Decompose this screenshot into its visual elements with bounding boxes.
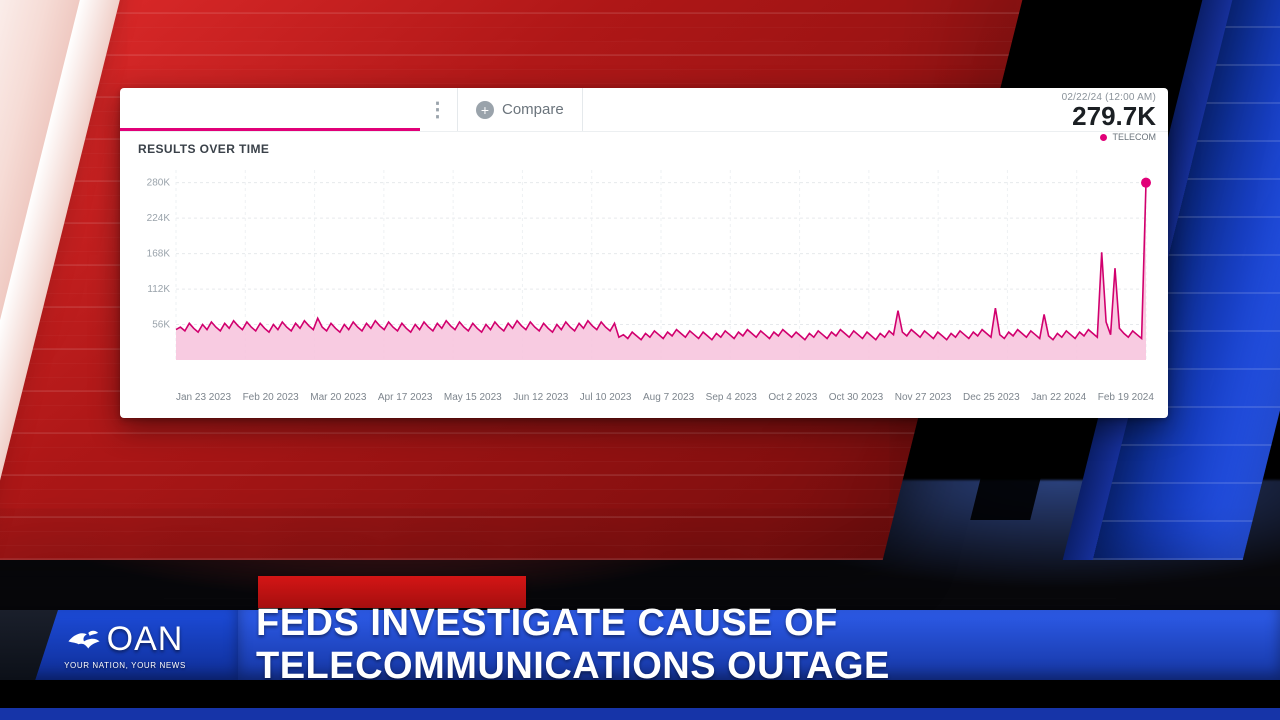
series-name: TELECOM (1112, 132, 1156, 142)
active-tab[interactable] (120, 88, 420, 131)
eagle-icon (67, 627, 101, 653)
chart-svg: 56K 112K 168K 224K 280K (134, 164, 1154, 374)
chyron: FEDS INVESTIGATE CAUSE OF TELECOMMUNICAT… (238, 610, 1280, 680)
x-tick-labels: Jan 23 2023Feb 20 2023Mar 20 2023Apr 17 … (176, 392, 1154, 403)
headline-text: FEDS INVESTIGATE CAUSE OF TELECOMMUNICAT… (256, 602, 1262, 688)
chart-plot: 56K 112K 168K 224K 280K (134, 164, 1154, 374)
tab-menu-button[interactable]: ⋮ (420, 88, 458, 131)
peak-value: 279.7K (1062, 103, 1156, 130)
x-axis: Jan 23 2023Feb 20 2023Mar 20 2023Apr 17 … (134, 392, 1154, 410)
series-dot-icon (1100, 134, 1107, 141)
bottom-strip (0, 708, 1280, 720)
chart-title: RESULTS OVER TIME (120, 132, 1168, 156)
compare-label: Compare (502, 101, 564, 118)
plus-icon: + (476, 101, 494, 119)
network-logo-box: OAN YOUR NATION, YOUR NEWS (0, 610, 238, 680)
svg-text:224K: 224K (147, 213, 171, 224)
broadcast-frame: ⋮ + Compare 02/22/24 (12:00 AM) 279.7K T… (0, 0, 1280, 720)
card-tab-bar: ⋮ + Compare 02/22/24 (12:00 AM) 279.7K T… (120, 88, 1168, 132)
svg-text:280K: 280K (147, 178, 171, 189)
svg-text:112K: 112K (147, 284, 170, 295)
chart-card: ⋮ + Compare 02/22/24 (12:00 AM) 279.7K T… (120, 88, 1168, 418)
svg-text:56K: 56K (152, 320, 170, 331)
network-logo: OAN YOUR NATION, YOUR NEWS (64, 620, 186, 670)
compare-tab[interactable]: + Compare (458, 88, 583, 131)
logo-tagline: YOUR NATION, YOUR NEWS (64, 661, 186, 670)
card-summary: 02/22/24 (12:00 AM) 279.7K TELECOM (1062, 88, 1168, 131)
ticker-bar (0, 680, 1280, 708)
svg-text:168K: 168K (147, 249, 171, 260)
lower-third: OAN YOUR NATION, YOUR NEWS FEDS INVESTIG… (0, 610, 1280, 680)
logo-text: OAN (107, 620, 184, 659)
series-key: TELECOM (1062, 132, 1156, 142)
